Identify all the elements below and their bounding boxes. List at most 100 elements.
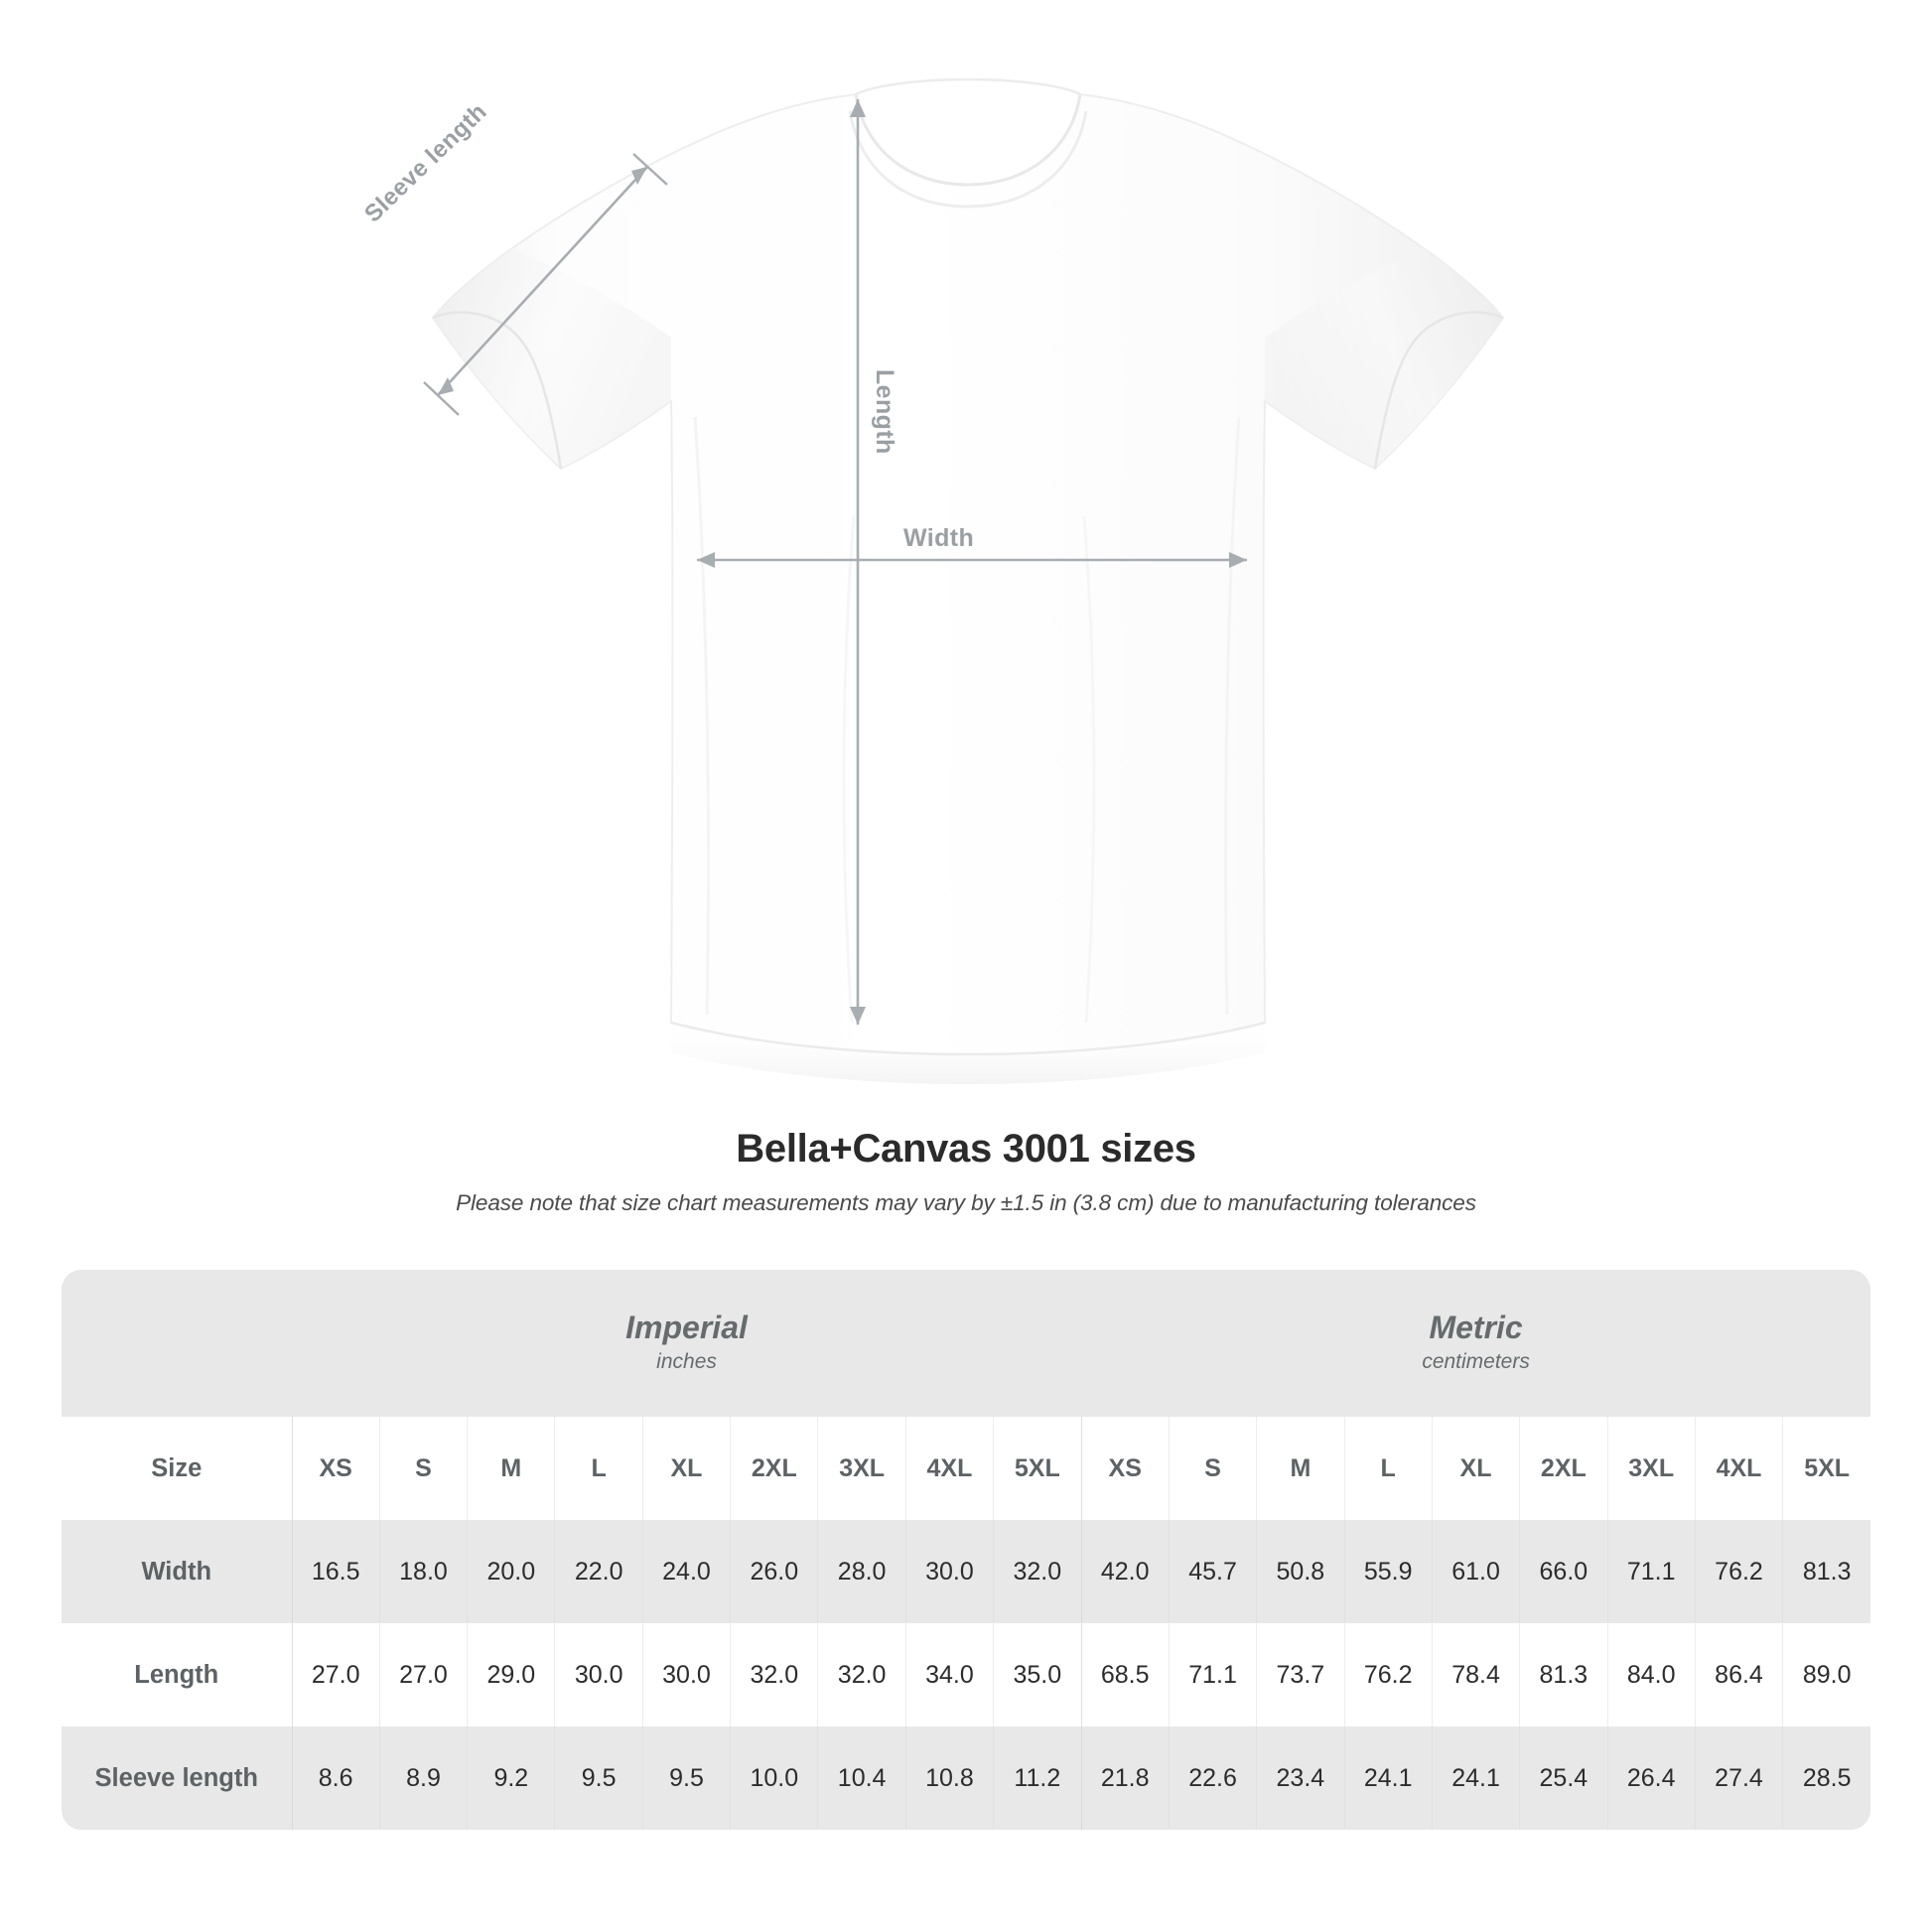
table-cell: 71.1: [1168, 1623, 1257, 1726]
table-cell: 78.4: [1431, 1623, 1520, 1726]
table-cell: 18.0: [378, 1520, 468, 1623]
table-cell: 45.7: [1168, 1520, 1257, 1623]
table-cell: 27.0: [378, 1623, 468, 1726]
annotation-length: Length: [871, 369, 898, 455]
table-cell: 50.8: [1256, 1520, 1345, 1623]
table-row: Width 16.5 18.0 20.0 22.0 24.0 26.0 28.0…: [62, 1520, 1870, 1623]
size-header-label: Size: [62, 1417, 292, 1520]
table-cell: 23.4: [1256, 1726, 1345, 1830]
table-cell: 76.2: [1694, 1520, 1783, 1623]
table-cell: 24.0: [641, 1520, 731, 1623]
table-cell: 73.7: [1256, 1623, 1345, 1726]
size-header-cell: S: [378, 1417, 468, 1520]
table-cell: 42.0: [1080, 1520, 1170, 1623]
table-cell: 9.5: [641, 1726, 731, 1830]
table-cell: 10.8: [904, 1726, 994, 1830]
unit-header-spacer: [62, 1270, 292, 1417]
table-cell: 20.0: [467, 1520, 555, 1623]
table-cell: 81.3: [1519, 1623, 1608, 1726]
table-cell: 10.0: [730, 1726, 818, 1830]
row-label: Length: [62, 1623, 292, 1726]
table-row: Sleeve length 8.6 8.9 9.2 9.5 9.5 10.0 1…: [62, 1726, 1870, 1830]
unit-system-name-metric: Metric: [1429, 1310, 1523, 1346]
row-label: Width: [62, 1520, 292, 1623]
table-cell: 8.6: [291, 1726, 380, 1830]
table-cell: 27.4: [1694, 1726, 1783, 1830]
table-cell: 16.5: [291, 1520, 380, 1623]
table-cell: 25.4: [1519, 1726, 1608, 1830]
tshirt-diagram: Sleeve length Length Width: [359, 77, 1505, 1084]
measurement-arrows: [423, 99, 1247, 1025]
size-header-cell: XS: [291, 1417, 380, 1520]
unit-header-metric: Metric centimeters: [1081, 1270, 1870, 1417]
unit-system-name-imperial: Imperial: [625, 1310, 748, 1346]
table-cell: 28.0: [817, 1520, 906, 1623]
size-header-cell: L: [554, 1417, 643, 1520]
size-header-cell: 5XL: [1782, 1417, 1870, 1520]
table-cell: 71.1: [1606, 1520, 1696, 1623]
table-cell: 24.1: [1343, 1726, 1433, 1830]
table-cell: 9.5: [554, 1726, 643, 1830]
size-header-cell: 3XL: [1606, 1417, 1696, 1520]
table-cell: 30.0: [904, 1520, 994, 1623]
unit-header-imperial: Imperial inches: [292, 1270, 1082, 1417]
row-label: Sleeve length: [62, 1726, 292, 1830]
table-cell: 29.0: [467, 1623, 555, 1726]
table-cell: 84.0: [1606, 1623, 1696, 1726]
table-cell: 24.1: [1431, 1726, 1520, 1830]
title-block: Bella+Canvas 3001 sizes Please note that…: [0, 1127, 1932, 1216]
tshirt-illustration: [423, 77, 1505, 1084]
unit-name-metric: centimeters: [1422, 1350, 1530, 1374]
table-cell: 21.8: [1080, 1726, 1170, 1830]
width-arrow: [697, 552, 1247, 568]
table-cell: 30.0: [554, 1623, 643, 1726]
table-cell: 32.0: [730, 1623, 818, 1726]
table-cell: 32.0: [993, 1520, 1082, 1623]
table-cell: 61.0: [1431, 1520, 1520, 1623]
table-cell: 32.0: [817, 1623, 906, 1726]
table-cell: 81.3: [1782, 1520, 1870, 1623]
table-cell: 26.4: [1606, 1726, 1696, 1830]
table-cell: 30.0: [641, 1623, 731, 1726]
size-header-cell: XL: [1431, 1417, 1520, 1520]
size-table-container: Imperial inches Metric centimeters Size …: [62, 1270, 1870, 1830]
unit-name-imperial: inches: [656, 1350, 717, 1374]
size-header-cell: M: [467, 1417, 555, 1520]
table-cell: 22.6: [1168, 1726, 1257, 1830]
size-header-row: Size XS S M L XL 2XL 3XL 4XL 5XL XS S M …: [62, 1417, 1870, 1520]
size-header-cell: 2XL: [1519, 1417, 1608, 1520]
table-cell: 55.9: [1343, 1520, 1433, 1623]
table-cell: 10.4: [817, 1726, 906, 1830]
sleeve-length-arrow: [423, 153, 668, 416]
table-cell: 11.2: [993, 1726, 1082, 1830]
length-arrow: [850, 99, 866, 1025]
annotation-width: Width: [903, 524, 975, 552]
size-header-cell: M: [1256, 1417, 1345, 1520]
size-header-cell: 3XL: [817, 1417, 906, 1520]
page-subtitle: Please note that size chart measurements…: [456, 1190, 1476, 1215]
size-table: Imperial inches Metric centimeters Size …: [62, 1270, 1870, 1830]
table-cell: 68.5: [1080, 1623, 1170, 1726]
table-cell: 86.4: [1694, 1623, 1783, 1726]
table-cell: 27.0: [291, 1623, 380, 1726]
page-title: Bella+Canvas 3001 sizes: [736, 1127, 1196, 1171]
size-header-cell: XS: [1080, 1417, 1170, 1520]
size-header-cell: 2XL: [730, 1417, 818, 1520]
table-cell: 35.0: [993, 1623, 1082, 1726]
size-header-cell: S: [1168, 1417, 1257, 1520]
table-cell: 22.0: [554, 1520, 643, 1623]
size-header-cell: XL: [641, 1417, 731, 1520]
shirt-body-shape: [431, 77, 1505, 1084]
table-cell: 66.0: [1519, 1520, 1608, 1623]
table-cell: 76.2: [1343, 1623, 1433, 1726]
size-header-cell: L: [1343, 1417, 1433, 1520]
table-cell: 34.0: [904, 1623, 994, 1726]
unit-system-header-row: Imperial inches Metric centimeters: [62, 1270, 1870, 1417]
size-header-cell: 4XL: [1694, 1417, 1783, 1520]
size-header-cell: 4XL: [904, 1417, 994, 1520]
table-cell: 8.9: [378, 1726, 468, 1830]
table-cell: 28.5: [1782, 1726, 1870, 1830]
table-row: Length 27.0 27.0 29.0 30.0 30.0 32.0 32.…: [62, 1623, 1870, 1726]
size-header-cell: 5XL: [993, 1417, 1082, 1520]
